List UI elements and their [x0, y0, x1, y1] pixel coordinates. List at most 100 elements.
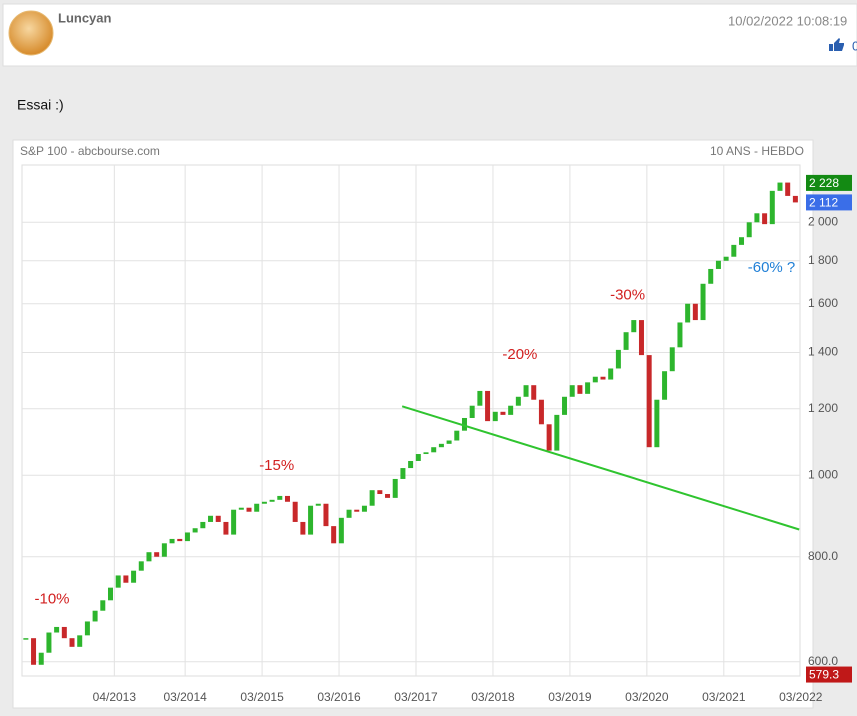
x-tick-label: 03/2020 — [625, 690, 669, 704]
y-tick-label: 1 000 — [808, 467, 838, 481]
candle — [123, 575, 129, 583]
x-tick-label: 03/2016 — [317, 690, 361, 704]
y-tick-label: 1 400 — [808, 345, 838, 359]
candle — [662, 371, 668, 400]
candle — [138, 561, 144, 571]
chart-subtitle: 10 ANS - HEBDO — [710, 144, 804, 158]
candle — [746, 222, 752, 238]
candle — [223, 521, 229, 535]
candle — [485, 390, 491, 422]
candle — [92, 610, 98, 622]
x-tick-label: 03/2017 — [394, 690, 438, 704]
candle — [562, 396, 568, 415]
candle — [685, 303, 691, 323]
x-tick-label: 03/2018 — [471, 690, 515, 704]
candle — [438, 443, 444, 448]
y-tick-label: 600.0 — [808, 654, 838, 668]
plot-area — [21, 164, 801, 677]
candle — [308, 505, 314, 535]
y-tick-label: 1 800 — [808, 253, 838, 267]
post-header — [2, 3, 857, 67]
like-icon[interactable] — [829, 38, 844, 51]
candle — [338, 517, 344, 544]
candle — [315, 503, 321, 506]
candle — [677, 322, 683, 348]
candle — [623, 332, 629, 350]
candle — [538, 399, 544, 425]
candle — [177, 538, 183, 542]
chart-box — [12, 139, 814, 709]
candle — [77, 635, 83, 647]
candle — [277, 495, 283, 500]
candle — [346, 509, 352, 518]
candle — [361, 505, 367, 512]
candle — [415, 454, 421, 461]
y-tick-label: 1 600 — [808, 296, 838, 310]
candle — [508, 405, 514, 415]
candle — [423, 452, 429, 455]
like-count[interactable]: 0 — [852, 38, 857, 53]
annotation: -10% — [34, 591, 69, 608]
candle — [261, 501, 267, 504]
candle — [269, 499, 275, 502]
post-text: Essai :) — [17, 97, 64, 113]
y-tick-label: 2 000 — [808, 214, 838, 228]
candle — [69, 638, 75, 647]
candle — [608, 368, 614, 380]
candle — [515, 396, 521, 406]
candle — [169, 538, 175, 544]
candle — [477, 390, 483, 406]
candle — [492, 411, 498, 422]
x-tick-label: 04/2013 — [93, 690, 137, 704]
candle — [354, 509, 360, 512]
price-tag-label: 579.3 — [809, 668, 839, 682]
candle — [300, 521, 306, 535]
candle — [192, 528, 198, 533]
annotation: -15% — [259, 457, 294, 474]
candle — [100, 600, 106, 611]
candle — [646, 355, 652, 448]
post-date: 10/02/2022 10:08:19 — [728, 13, 847, 28]
candle — [739, 237, 745, 245]
candle — [762, 213, 768, 225]
candle — [723, 256, 729, 261]
author[interactable]: Luncyan — [58, 10, 112, 25]
price-tag — [806, 174, 852, 191]
candle — [638, 320, 644, 356]
candle — [208, 515, 214, 522]
candle — [615, 349, 621, 369]
candle — [569, 385, 575, 397]
candle — [469, 405, 475, 418]
candle — [531, 385, 537, 400]
candle — [715, 260, 721, 269]
candle — [669, 347, 675, 372]
y-tick-label: 1 200 — [808, 401, 838, 415]
candle — [769, 190, 775, 225]
candle — [454, 430, 460, 441]
candle — [631, 320, 637, 333]
candle — [23, 638, 29, 640]
candle — [238, 507, 244, 510]
chart-title: S&P 100 - abcbourse.com — [20, 144, 160, 158]
candle — [31, 638, 37, 665]
annotation: -60% ? — [748, 259, 796, 276]
candle — [431, 447, 437, 453]
candle — [200, 521, 206, 529]
candle — [292, 501, 298, 522]
candle — [400, 468, 406, 479]
candle — [708, 268, 714, 284]
candle — [792, 195, 798, 203]
x-tick-label: 03/2019 — [548, 690, 592, 704]
candle — [284, 495, 290, 502]
candle — [385, 494, 391, 498]
candle — [754, 213, 760, 223]
avatar[interactable] — [8, 10, 54, 56]
candle — [785, 182, 791, 196]
annotation: -20% — [502, 346, 537, 363]
candle — [554, 414, 560, 451]
price-tag-label: 2 228 — [809, 176, 839, 190]
x-tick-label: 03/2014 — [163, 690, 207, 704]
x-tick-label: 03/2021 — [702, 690, 746, 704]
